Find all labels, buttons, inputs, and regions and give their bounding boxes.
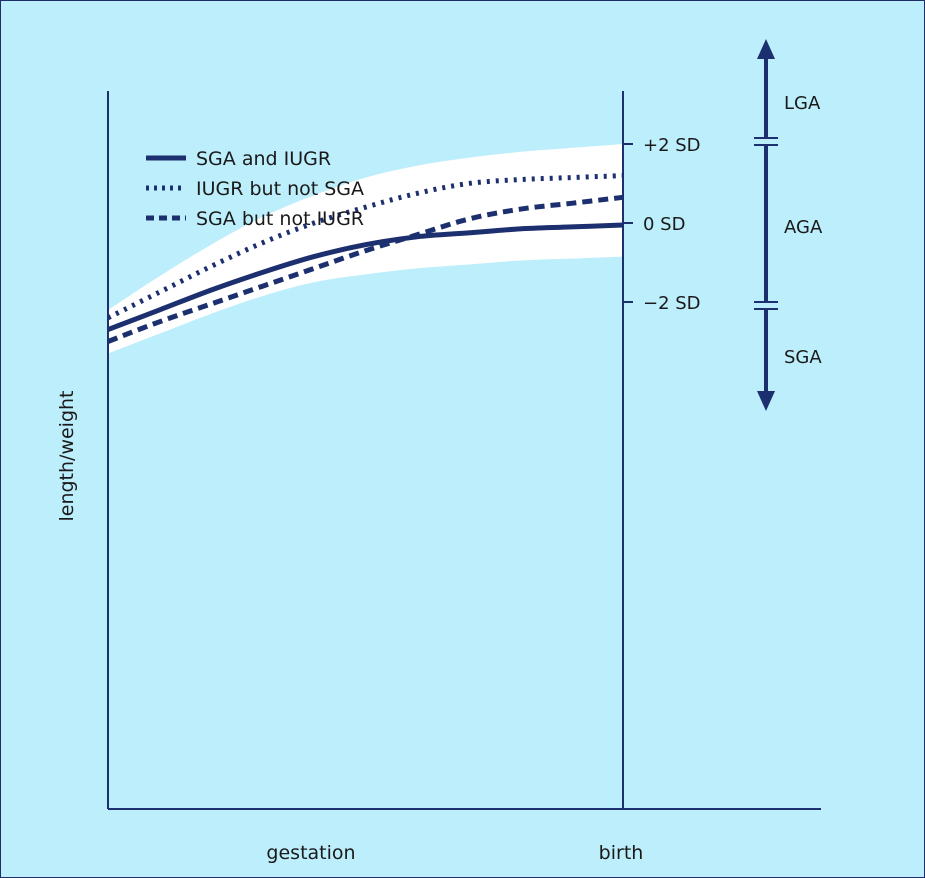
category-label-aga: AGA (784, 217, 823, 238)
arrow-down-icon (757, 391, 775, 411)
category-label-sga: SGA (784, 347, 822, 368)
x-axis-label: gestation (266, 842, 355, 864)
sd-tick-label: −2 SD (643, 293, 701, 314)
birth-label: birth (599, 842, 644, 864)
y-axis-label: length/weight (56, 390, 78, 521)
size-category-scale: LGA AGA SGA (754, 39, 823, 411)
divider-gap-upper (756, 139, 776, 144)
sd-tick-label: +2 SD (643, 135, 701, 156)
sd-ticks: +2 SD 0 SD −2 SD (623, 135, 701, 314)
series-line-solid (107, 222, 624, 332)
sd-tick-label: 0 SD (643, 214, 685, 235)
legend-label-iugr-not-sga: IUGR but not SGA (196, 178, 364, 200)
arrow-up-icon (757, 39, 775, 59)
series-line-dashed (107, 194, 624, 344)
legend: SGA and IUGR IUGR but not SGA SGA but no… (146, 148, 364, 230)
legend-label-sga-and-iugr: SGA and IUGR (196, 148, 331, 170)
category-label-lga: LGA (784, 93, 821, 114)
series-layer (106, 173, 624, 344)
divider-gap-lower (756, 303, 776, 308)
legend-label-sga-not-iugr: SGA but not IUGR (196, 208, 364, 230)
series-line-dotted (106, 173, 624, 321)
